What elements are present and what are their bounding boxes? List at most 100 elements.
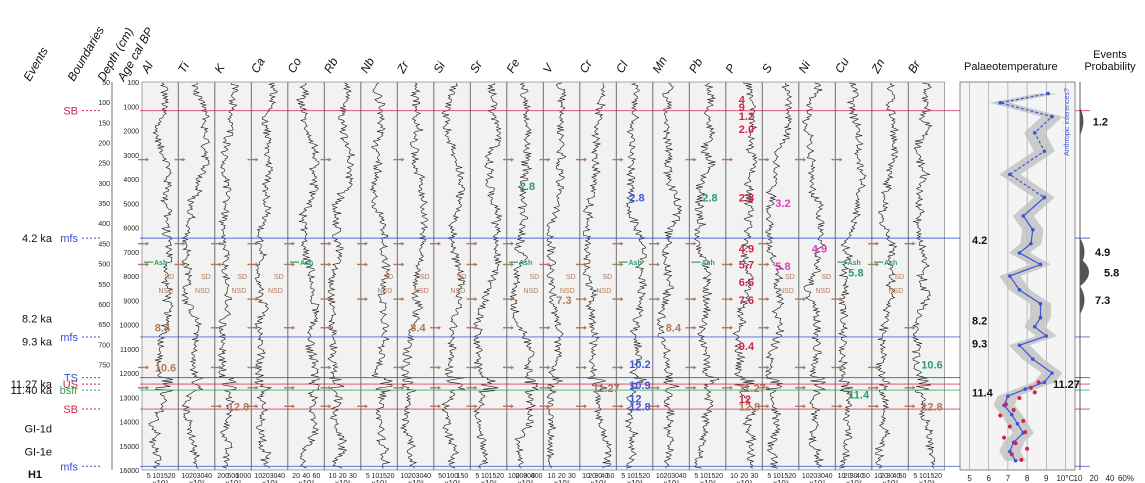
event-arrowhead	[438, 241, 441, 246]
nsd-label: NSD	[889, 288, 904, 295]
element-columns: Al5101520x10²AshSDNSDTi10203040x10²SDNSD…	[138, 54, 945, 483]
annotation-label: 11.27	[739, 383, 766, 395]
annotation-label: 7.6	[739, 295, 754, 307]
palaeo-point	[1015, 422, 1020, 426]
event-arrowhead	[766, 241, 770, 246]
palaeo-point	[1042, 195, 1047, 200]
element-tick-label: 20	[292, 473, 300, 480]
event-arrowhead	[401, 385, 405, 390]
element-header: V	[540, 61, 557, 76]
event-arrowhead	[328, 325, 332, 330]
annotation-label: 12.8	[629, 401, 650, 413]
palaeo-point	[1038, 262, 1043, 267]
element-tick-label: 40	[856, 473, 864, 480]
age-tick-label: 13000	[120, 395, 140, 402]
event-arrowhead	[730, 262, 733, 267]
annotation-label: 11.27	[593, 383, 620, 395]
element-tick-label: 10	[874, 473, 882, 480]
element-tick-label: 5	[694, 473, 698, 480]
element-tick-label: 30	[751, 473, 759, 480]
annotation-label: 4.9	[812, 243, 827, 255]
palaeo-point	[1031, 357, 1035, 361]
element-tick-label: 10	[582, 473, 590, 480]
event-arrowhead	[912, 385, 916, 390]
depth-tick-label: 500	[98, 262, 110, 269]
depth-tick-label: 700	[98, 342, 110, 349]
element-unit: x10²	[335, 479, 351, 483]
sd-label: SD	[165, 274, 175, 281]
palaeo-red-point	[1019, 457, 1024, 462]
element-tick-label: 15	[379, 473, 387, 480]
nsd-label: NSD	[524, 288, 539, 295]
annotation-label: 8.4	[410, 323, 426, 335]
element-tick-label: 200	[217, 473, 229, 480]
element-unit: x10²	[700, 479, 716, 483]
palaeo-point	[1032, 325, 1037, 329]
event-arrowhead	[511, 297, 514, 302]
prob-tick-label: 10	[1074, 474, 1083, 483]
boundary-label: mfs	[60, 461, 78, 473]
element-tick-label: 20	[740, 473, 748, 480]
palaeo-label: 11.4	[972, 387, 994, 399]
element-tick-label: 10	[773, 473, 781, 480]
age-tick-label: 12000	[120, 371, 140, 378]
element-tick-label: 10	[548, 473, 556, 480]
palaeo-tick-label: 9	[1044, 474, 1049, 483]
event-arrowhead	[438, 325, 441, 330]
element-header: Co	[284, 55, 304, 76]
annotation-label: 12.8	[739, 401, 760, 413]
palaeo-red-point	[1004, 402, 1008, 407]
palaeo-point	[1032, 131, 1037, 135]
element-profile-line	[509, 82, 539, 469]
element-tick-label: 300	[523, 473, 535, 480]
annotation-label: 8.4	[155, 323, 171, 335]
event-arrowhead	[219, 365, 222, 370]
element-unit: x10²	[882, 479, 898, 483]
element-tick-label: 5	[475, 473, 479, 480]
events-and-boundaries: 50 100 150 200 250 300 350 400 450 500 550 600 650 70…	[11, 80, 139, 481]
annotation-label: 2.8	[629, 192, 644, 204]
element-tick-label: 150	[457, 473, 469, 480]
element-tick-label: 30	[416, 473, 424, 480]
element-header: Ni	[795, 58, 813, 75]
element-header: Cr	[576, 57, 595, 76]
prob-peak-label: 4.9	[1095, 247, 1110, 259]
annotation-label: 5.7	[739, 259, 754, 271]
event-arrowhead	[766, 262, 770, 267]
element-tick-label: 10	[181, 473, 189, 480]
event-arrowhead	[255, 365, 259, 370]
element-tick-label: 10	[481, 473, 489, 480]
bottom-label-h1: H1	[28, 469, 42, 481]
palaeo-point	[1044, 334, 1049, 338]
sd-label: SD	[238, 274, 248, 281]
element-panel	[506, 81, 544, 471]
event-arrowhead	[474, 325, 478, 330]
element-unit: x10³	[262, 479, 278, 483]
boundary-label: US	[63, 379, 78, 391]
palaeo-point	[1017, 288, 1022, 292]
element-header: Si	[430, 59, 448, 76]
element-profile-line	[218, 82, 240, 469]
annotations: 2.8 2.8 2.8 491.22.0 2.8 4.9 5.7 6.6 7.6 9.4 11.27…	[155, 95, 943, 414]
element-tick-label: 20	[934, 473, 942, 480]
prob-peak	[1080, 237, 1085, 266]
palaeo-point	[1023, 387, 1027, 391]
palaeo-point	[1029, 241, 1033, 246]
element-tick-label: 5	[366, 473, 370, 480]
element-tick-label: 10	[254, 473, 262, 480]
event-arrowhead	[766, 404, 770, 409]
event-arrowhead	[876, 365, 879, 370]
boundary-label: bsfr	[60, 385, 79, 397]
palaeo-point	[1050, 371, 1054, 375]
element-tick-label: 10	[329, 473, 337, 480]
element-header: Pb	[686, 56, 706, 76]
element-tick-label: 50	[862, 473, 870, 480]
element-tick-label: 30	[671, 473, 679, 480]
element-panel	[798, 81, 836, 471]
element-header: P	[722, 62, 738, 76]
boundary-label: TS	[64, 373, 78, 385]
element-header: Fe	[503, 56, 522, 75]
element-tick-label: 20	[387, 473, 395, 480]
event-arrowhead	[730, 385, 733, 390]
event-arrowhead	[401, 365, 405, 370]
